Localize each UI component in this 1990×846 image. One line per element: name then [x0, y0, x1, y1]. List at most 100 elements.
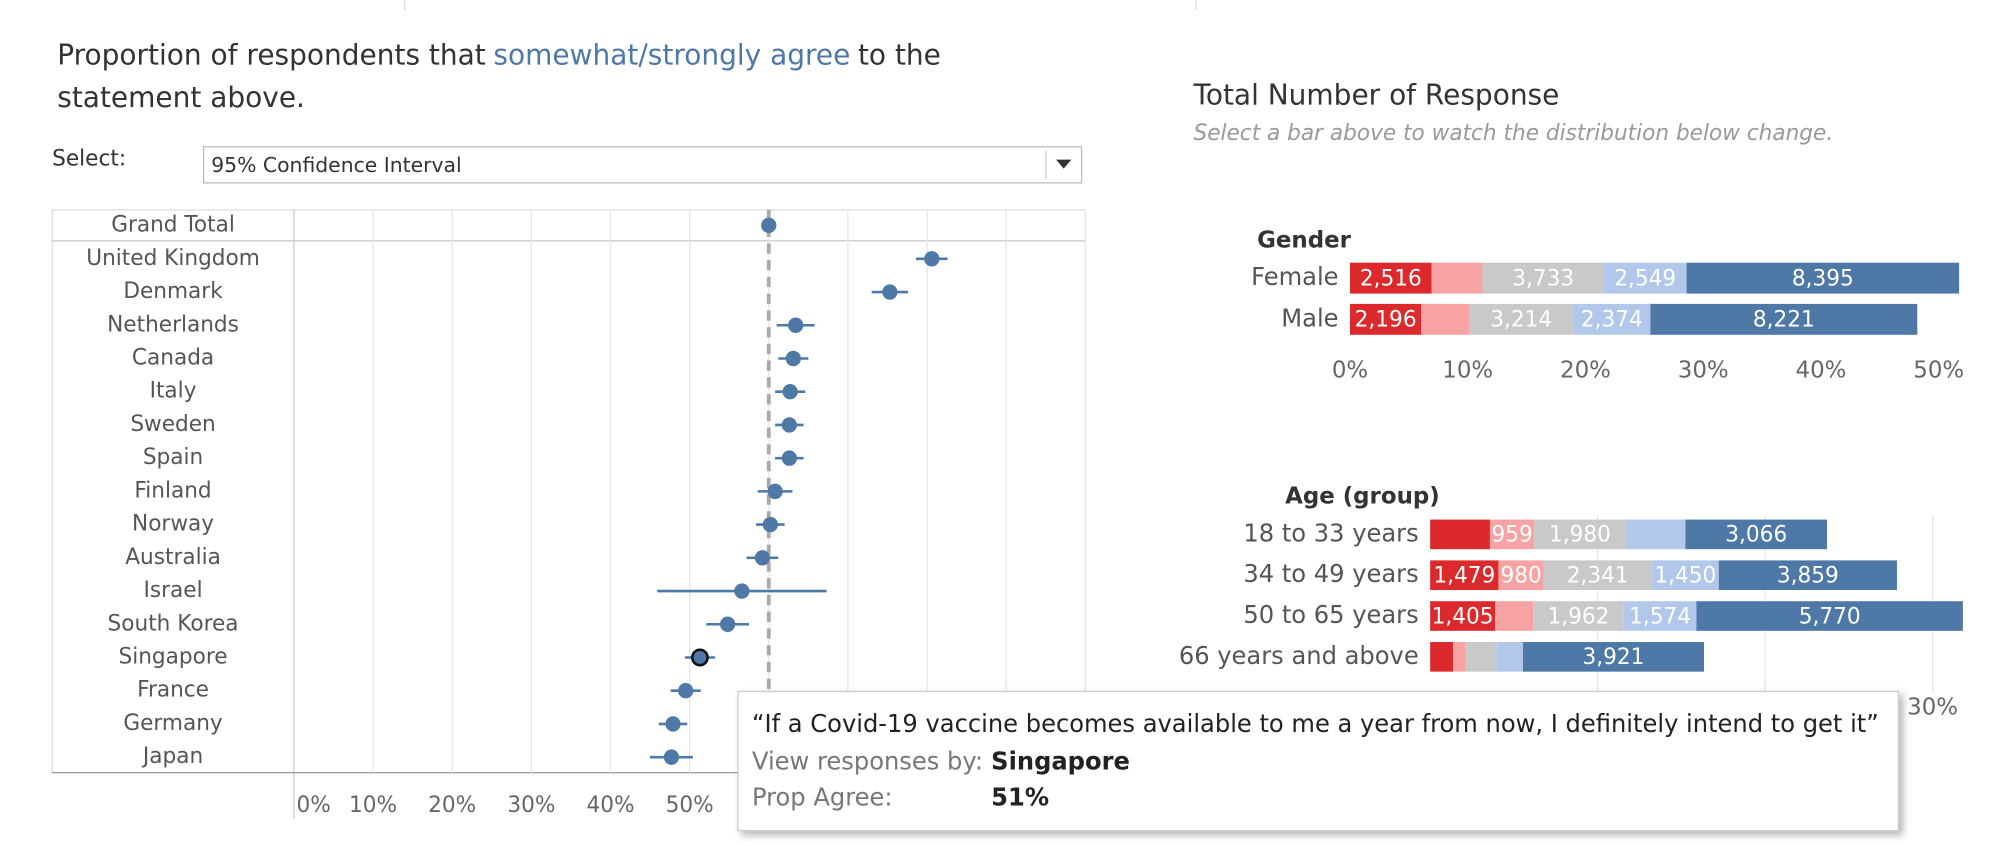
dot — [665, 716, 681, 732]
row-label: Canada — [132, 345, 214, 370]
chart-title: Gender — [1257, 227, 1351, 253]
row-label: Female — [1251, 262, 1338, 291]
dropdown-value[interactable]: 95% Confidence Interval — [211, 153, 461, 177]
tooltip-label: View responses by: — [752, 746, 983, 775]
row-label: Italy — [150, 379, 197, 404]
x-tick-label: 30% — [1907, 695, 1958, 721]
bar-segment — [1349, 303, 1422, 335]
dropdown[interactable]: 95% Confidence Interval — [202, 146, 1083, 184]
dot — [781, 450, 797, 466]
bar-segment — [1718, 560, 1897, 591]
bar-segment — [1482, 262, 1604, 294]
bar-segment — [1498, 560, 1544, 591]
bar-segment — [1623, 601, 1697, 631]
x-tick-label: 0% — [1332, 357, 1368, 383]
value-label: 8,395 — [1792, 266, 1854, 291]
tooltip-label: Prop Agree: — [752, 782, 893, 811]
row-label: Grand Total — [111, 212, 235, 237]
value-label: 3,859 — [1777, 563, 1839, 588]
row-label: Spain — [143, 445, 203, 470]
bar-segment — [1534, 519, 1626, 550]
value-label: 1,980 — [1549, 523, 1611, 548]
tooltip: “If a Covid-19 vaccine becomes available… — [737, 690, 1900, 832]
x-tick-label: 10% — [1442, 357, 1493, 383]
bar-segment — [1686, 262, 1960, 294]
bar-segment — [1696, 601, 1963, 631]
bar-segment — [1573, 303, 1651, 335]
filter-label: Select: — [52, 147, 126, 172]
bar-segment — [1469, 303, 1574, 335]
row-label: France — [137, 678, 209, 703]
bar-segment — [1430, 601, 1496, 631]
row-label: Male — [1281, 303, 1338, 332]
row-label: Japan — [141, 744, 203, 769]
panel-title: Total Number of Response — [1192, 78, 1559, 111]
dot — [782, 383, 798, 400]
x-tick-label: 40% — [1796, 357, 1847, 383]
bar-segment — [1543, 560, 1652, 591]
value-label: 3,214 — [1490, 308, 1552, 333]
x-tick-label: 50% — [1913, 357, 1964, 383]
chart-title: Age (group) — [1285, 483, 1440, 509]
bar-segment — [1431, 262, 1483, 294]
bar-segment — [1533, 601, 1624, 631]
bar-segment — [1603, 262, 1687, 294]
title-part: Proportion of respondents that — [57, 39, 486, 72]
dot — [788, 317, 804, 333]
dot — [767, 483, 783, 500]
tooltip-quote: “If a Covid-19 vaccine becomes available… — [752, 709, 1879, 738]
tooltip-value: 51% — [991, 782, 1049, 811]
bar-segment — [1430, 560, 1499, 591]
value-label: 5,770 — [1799, 604, 1861, 629]
dot — [691, 648, 709, 667]
bar-segment — [1495, 601, 1534, 631]
bar-segment — [1650, 303, 1918, 335]
dot — [781, 417, 797, 433]
title-highlight: somewhat/strongly agree — [493, 39, 850, 72]
bar-segment — [1651, 560, 1719, 591]
row-label: 66 years and above — [1179, 641, 1419, 670]
bar-segment — [1522, 642, 1705, 672]
dot — [663, 749, 680, 765]
row-label: 50 to 65 years — [1243, 600, 1418, 629]
row-label: Israel — [143, 578, 202, 603]
dropdown-arrow[interactable] — [1056, 159, 1072, 169]
value-label: 1,962 — [1548, 604, 1610, 629]
value-label: 980 — [1500, 563, 1541, 588]
dot — [924, 251, 940, 267]
row-label: Denmark — [123, 279, 223, 304]
tooltip-box — [737, 690, 1900, 832]
value-label: 3,921 — [1583, 645, 1645, 670]
dot — [754, 550, 771, 566]
dot — [882, 284, 898, 300]
bar-segment — [1349, 262, 1432, 294]
title: Proportion of respondents that somewhat/s… — [57, 39, 941, 72]
x-tick-label: 40% — [586, 793, 634, 818]
dot — [734, 583, 750, 599]
bar-segment — [1421, 303, 1470, 335]
x-tick-label: 50% — [666, 793, 714, 818]
value-label: 1,405 — [1432, 604, 1494, 629]
title-part: to the — [858, 39, 941, 72]
dropdown-box[interactable] — [202, 146, 1083, 184]
row-label: Netherlands — [107, 312, 239, 337]
value-label: 2,374 — [1581, 308, 1643, 333]
x-tick-label: 20% — [1560, 357, 1611, 383]
row-label: Sweden — [130, 412, 215, 437]
x-tick-label: 20% — [428, 793, 476, 818]
bar-segment — [1496, 642, 1523, 672]
bar-segment — [1430, 642, 1454, 672]
value-label: 8,221 — [1753, 308, 1815, 333]
x-tick-label: 0% — [296, 793, 330, 818]
value-label: 1,450 — [1654, 563, 1716, 588]
dot — [785, 350, 801, 367]
value-label: 2,196 — [1355, 308, 1417, 333]
row-label: Finland — [134, 478, 211, 503]
x-tick-label: 10% — [349, 793, 397, 818]
bar-segment — [1489, 519, 1535, 550]
tooltip-value: Singapore — [991, 746, 1130, 775]
row-label: Norway — [132, 512, 214, 537]
value-label: 2,549 — [1614, 266, 1676, 291]
dot — [719, 616, 736, 632]
